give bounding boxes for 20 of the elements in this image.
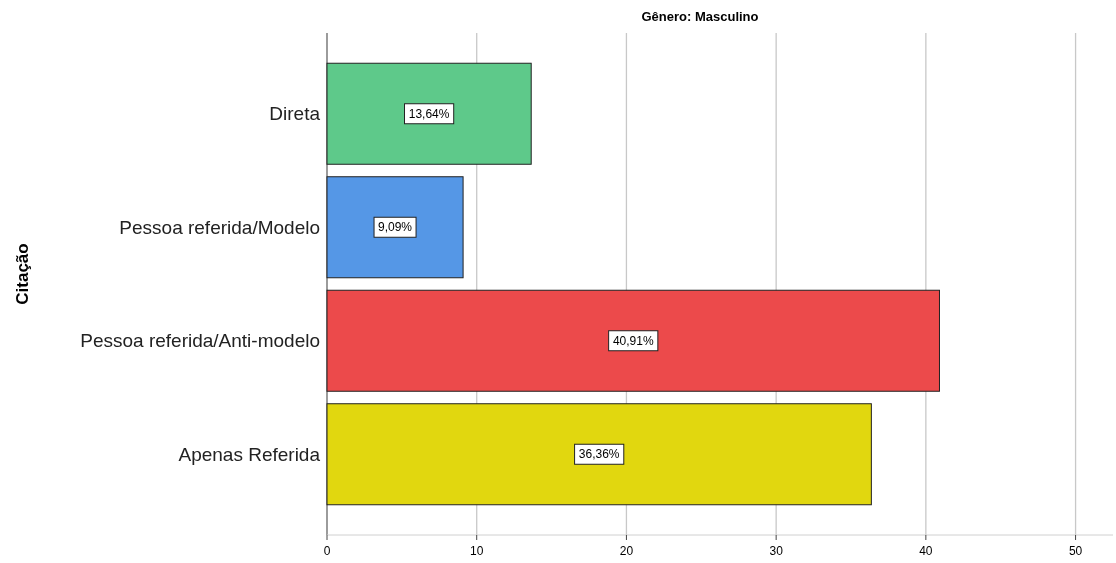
- bar: [326, 403, 872, 506]
- y-tick-label: Pessoa referida/Anti-modelo: [80, 330, 320, 352]
- data-label: 40,91%: [612, 333, 654, 348]
- data-label: 9,09%: [378, 220, 413, 235]
- x-tick-label: 30: [769, 544, 784, 558]
- bar: [326, 176, 464, 279]
- chart-title: Gênero: Masculino: [641, 9, 759, 24]
- x-tick-label: 0: [323, 544, 331, 558]
- x-tick-label: 50: [1068, 544, 1083, 558]
- y-tick-label: Apenas Referida: [178, 443, 321, 465]
- y-axis-title: Citação: [13, 243, 32, 305]
- x-tick-label: 10: [470, 544, 484, 558]
- data-label: 36,36%: [578, 447, 620, 462]
- x-tick-label: 40: [919, 544, 933, 558]
- bar: [326, 62, 532, 165]
- y-tick-label: Pessoa referida/Modelo: [119, 216, 320, 238]
- data-label: 13,64%: [408, 106, 450, 121]
- x-tick-label: 20: [619, 544, 634, 558]
- y-tick-label: Direta: [269, 103, 321, 125]
- bar: [326, 289, 940, 392]
